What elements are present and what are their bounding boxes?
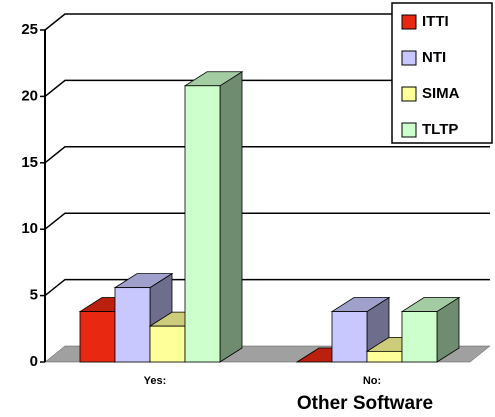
y-tick-label: 10 (21, 220, 38, 237)
grid-line (44, 13, 490, 31)
y-tick-label: 0 (30, 353, 38, 370)
bar (114, 287, 151, 363)
bar (184, 85, 221, 363)
x-tick-label: Yes: (144, 375, 167, 387)
grid-line (44, 146, 490, 164)
bar-side (219, 71, 243, 363)
bar (401, 311, 438, 363)
y-tick-label: 20 (21, 87, 38, 104)
legend-swatch (401, 86, 417, 102)
legend-label: SIMA (422, 85, 460, 102)
bar (331, 311, 368, 363)
legend-swatch (401, 14, 417, 30)
legend-swatch (401, 122, 417, 138)
legend-label: TLTP (422, 121, 458, 138)
legend-label: NTI (422, 49, 446, 66)
bar (366, 350, 403, 363)
grid-line (44, 79, 490, 97)
y-tick-label: 25 (21, 21, 38, 38)
bar (79, 311, 116, 363)
legend-swatch (401, 50, 417, 66)
y-tick-label: 15 (21, 154, 38, 171)
bar (149, 325, 186, 363)
y-tick-label: 5 (30, 287, 38, 304)
grid-line (44, 278, 490, 297)
legend-label: ITTI (422, 13, 449, 30)
x-tick-label: No: (363, 375, 381, 387)
x-axis-title: Other Software (297, 393, 433, 414)
grid-line (44, 212, 490, 230)
